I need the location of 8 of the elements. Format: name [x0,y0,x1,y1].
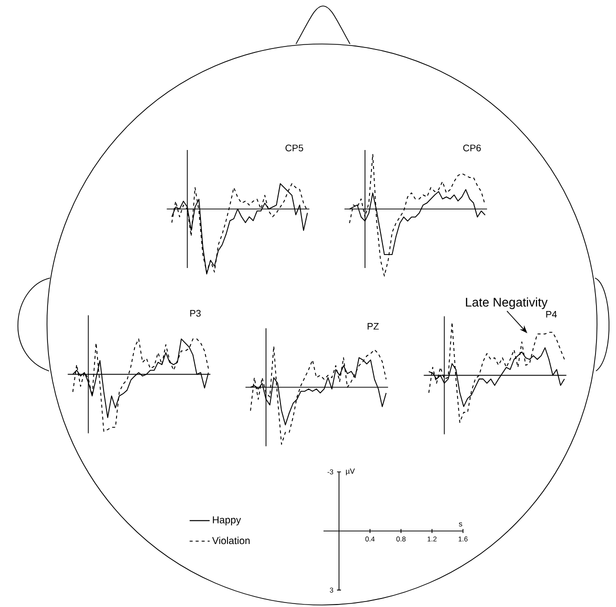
chart-title: PZ [368,323,379,330]
text: Late Negativity [466,297,548,310]
chart-title: CP5 [286,144,304,152]
chart-title: P3 [190,310,201,317]
chart-title: P4 [546,311,557,318]
legend-label: Happy [212,516,241,526]
legend-label: Violation [212,536,250,544]
chart-title: CP6 [463,144,481,152]
